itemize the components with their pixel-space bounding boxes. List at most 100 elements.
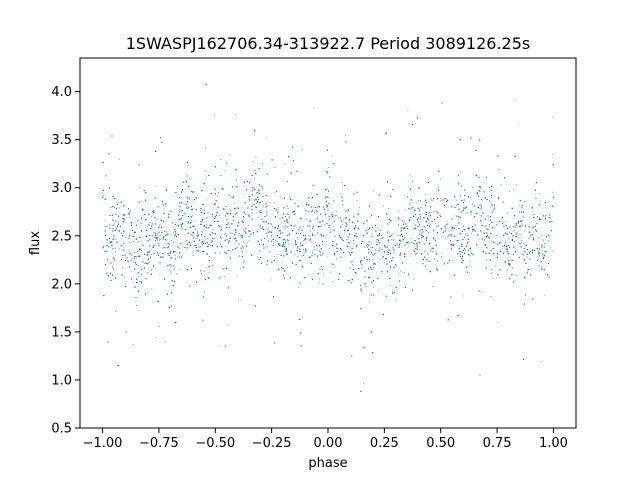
data-point xyxy=(313,107,315,109)
data-point xyxy=(129,234,131,236)
data-point xyxy=(284,248,286,250)
data-point xyxy=(404,237,406,239)
data-point xyxy=(538,192,540,194)
data-point xyxy=(512,235,514,237)
data-point xyxy=(261,163,263,164)
data-point xyxy=(470,197,471,199)
data-point xyxy=(364,276,366,278)
data-point xyxy=(248,239,250,241)
data-point xyxy=(208,272,210,274)
data-point xyxy=(518,124,520,126)
data-point xyxy=(118,221,120,223)
data-point xyxy=(138,187,140,189)
data-point xyxy=(380,238,382,240)
data-point xyxy=(154,336,156,338)
data-point xyxy=(363,276,365,278)
data-point xyxy=(440,198,442,199)
data-point xyxy=(138,265,139,266)
data-point xyxy=(287,239,288,241)
data-point xyxy=(341,185,343,187)
data-point xyxy=(308,220,310,222)
data-point xyxy=(237,225,239,227)
data-point xyxy=(314,219,316,221)
data-point xyxy=(286,250,288,252)
data-point xyxy=(124,254,126,256)
data-point xyxy=(146,236,148,238)
data-point xyxy=(273,243,275,245)
data-point xyxy=(194,220,196,222)
data-point xyxy=(544,294,546,296)
data-point xyxy=(118,202,120,204)
data-point xyxy=(520,240,522,242)
data-point xyxy=(530,235,532,237)
data-point xyxy=(408,217,410,219)
data-point xyxy=(135,264,137,266)
data-point xyxy=(477,193,478,195)
data-point xyxy=(344,134,346,136)
data-point xyxy=(503,221,505,223)
data-point xyxy=(544,251,546,253)
data-point xyxy=(251,212,253,214)
data-point xyxy=(383,244,385,247)
data-point xyxy=(265,206,267,208)
data-point xyxy=(174,254,176,256)
data-point xyxy=(181,211,183,213)
data-point xyxy=(118,207,120,209)
data-point xyxy=(321,220,323,222)
data-point xyxy=(257,224,259,226)
data-point xyxy=(467,241,469,243)
data-point xyxy=(399,246,401,248)
data-point xyxy=(314,212,316,214)
data-point xyxy=(356,200,358,201)
data-point xyxy=(417,225,419,227)
data-point xyxy=(509,190,511,192)
data-point xyxy=(189,223,191,224)
data-point xyxy=(208,244,210,245)
data-point xyxy=(546,274,548,275)
data-point xyxy=(395,264,397,266)
data-point xyxy=(120,233,122,235)
data-point xyxy=(478,207,480,209)
data-point xyxy=(484,244,486,246)
data-point xyxy=(211,240,213,242)
data-point xyxy=(386,261,388,263)
data-point xyxy=(164,243,166,245)
data-point xyxy=(179,208,180,210)
data-point xyxy=(354,235,356,237)
data-point xyxy=(155,254,157,256)
data-point xyxy=(518,205,520,207)
data-point xyxy=(167,239,169,241)
data-point xyxy=(495,265,497,266)
data-point xyxy=(155,185,157,187)
data-point xyxy=(436,252,437,254)
data-point xyxy=(341,182,343,184)
data-point xyxy=(118,248,120,250)
data-point xyxy=(177,226,179,228)
data-point xyxy=(134,251,135,253)
data-point xyxy=(416,202,417,204)
data-point xyxy=(336,211,337,213)
data-point xyxy=(277,225,279,227)
data-point xyxy=(287,181,288,182)
data-point xyxy=(315,242,317,243)
data-point xyxy=(151,254,152,255)
data-point xyxy=(232,219,234,221)
data-point xyxy=(342,223,343,225)
data-point xyxy=(372,190,374,192)
data-point xyxy=(307,211,309,212)
data-point xyxy=(541,249,543,251)
data-point xyxy=(261,209,263,211)
data-point xyxy=(408,243,410,245)
data-point xyxy=(180,222,182,224)
data-point xyxy=(458,215,460,218)
data-point xyxy=(515,232,517,234)
data-point xyxy=(527,269,529,271)
data-point xyxy=(329,272,331,274)
data-point xyxy=(136,304,138,306)
data-point xyxy=(468,228,470,230)
data-point xyxy=(178,202,180,204)
data-point xyxy=(218,214,220,216)
data-point xyxy=(204,229,206,231)
data-point xyxy=(401,229,403,231)
data-point xyxy=(550,247,552,249)
